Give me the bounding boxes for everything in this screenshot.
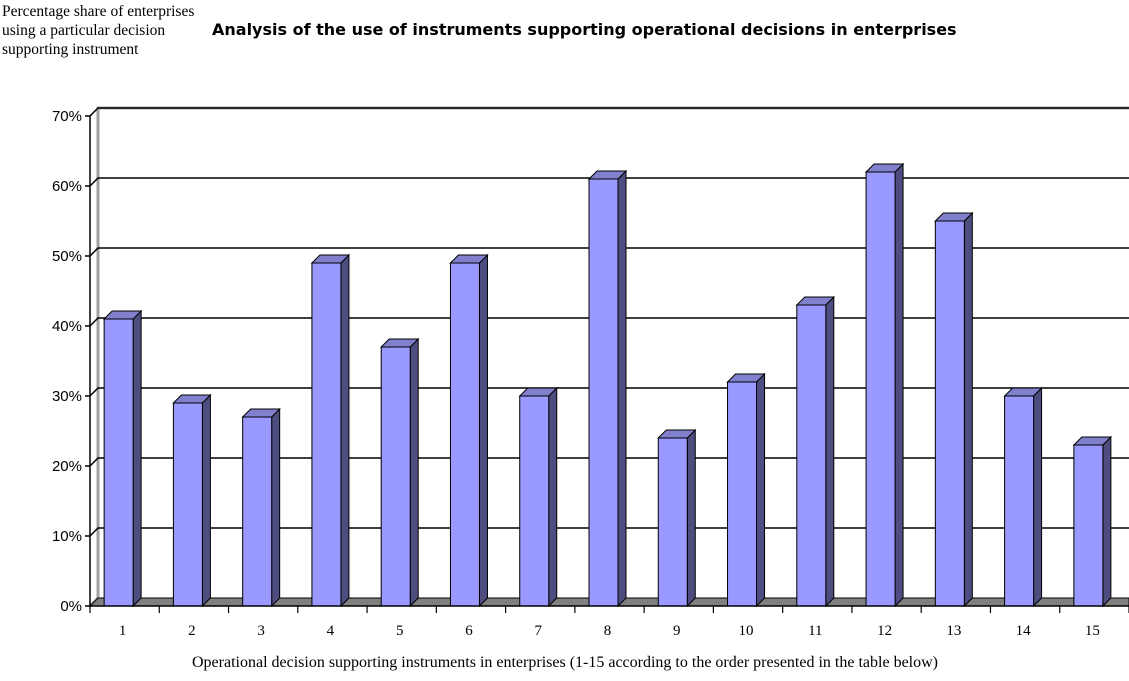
bar-front [727,381,758,607]
bar [864,162,905,608]
bar-side [894,162,904,608]
bar-side [963,211,973,608]
x-tick-label: 7 [534,623,542,639]
bar-side [340,253,350,608]
bar-side [271,407,281,608]
bar-front [1073,444,1104,607]
bar-front [1004,395,1035,607]
bar-side [1102,435,1112,608]
bar-front [519,395,550,607]
gridline [89,387,1129,397]
bar-side [825,295,835,608]
x-tick-label: 1 [119,623,127,639]
bar [587,169,628,608]
bar-front [311,262,342,607]
bar-side [686,428,696,608]
bar-side [756,372,766,608]
bar [518,386,558,608]
bar-front [103,318,134,607]
bar-front [242,416,273,607]
bar-side [201,393,211,608]
gridline [89,177,1129,187]
bar-front [865,171,896,607]
bar-side [409,337,419,608]
y-tick-label: 20% [52,458,82,475]
x-tick-label: 4 [327,623,335,639]
bar [172,393,212,608]
y-tick-label: 10% [52,528,82,545]
bar-side [132,309,142,608]
bar-front [657,437,688,607]
bar-side [1033,386,1043,608]
bar [934,211,974,608]
bar [1072,435,1113,608]
y-tick-label: 70% [52,108,82,125]
bar-front [172,402,203,607]
bar [102,309,143,608]
x-tick-label: 11 [808,623,822,639]
bar [1003,386,1043,608]
bar-front [796,304,827,607]
y-tick-label: 60% [52,178,82,195]
bar-front [449,262,480,607]
bar [379,337,420,608]
gridline [89,527,1129,537]
bar [310,253,351,608]
gridline [89,457,1129,467]
y-tick-label: 40% [52,318,82,335]
bar-front [588,178,619,607]
x-tick-label: 9 [673,623,681,639]
x-tick-label: 10 [739,623,754,639]
bar [449,253,489,608]
y-tick-label: 30% [52,388,82,405]
bar-side [548,386,558,608]
chart-title: Analysis of the use of instruments suppo… [212,20,957,39]
x-tick-label: 2 [188,623,196,639]
y-axis-title: Percentage share of enterprises using a … [2,3,195,58]
bar-side [478,253,488,608]
x-tick-label: 12 [877,623,892,639]
gridline [89,247,1129,257]
bar [726,372,766,608]
bar [241,407,281,608]
y-tick-label: 50% [52,248,82,265]
gridline [89,107,1129,117]
y-tick-label: 0% [60,598,82,615]
x-tick-label: 3 [257,623,265,639]
bar [795,295,836,608]
bar [657,428,697,608]
x-tick-label: 6 [465,623,473,639]
bar-side [617,169,627,608]
x-tick-label: 15 [1085,623,1100,639]
x-tick-label: 13 [946,623,961,639]
bar-front [380,346,411,607]
bar-front [934,220,965,607]
x-tick-label: 8 [604,623,612,639]
x-axis-title: Operational decision supporting instrume… [191,654,938,671]
x-tick-label: 14 [1016,623,1032,639]
x-tick-label: 5 [396,623,404,639]
gridline [89,317,1129,327]
